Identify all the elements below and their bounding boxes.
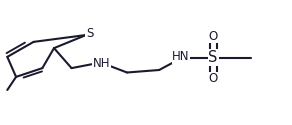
Text: S: S: [86, 27, 93, 40]
Text: O: O: [208, 30, 218, 43]
Text: HN: HN: [172, 50, 190, 63]
Text: O: O: [208, 72, 218, 85]
Text: NH: NH: [93, 57, 110, 70]
Text: S: S: [208, 50, 218, 65]
